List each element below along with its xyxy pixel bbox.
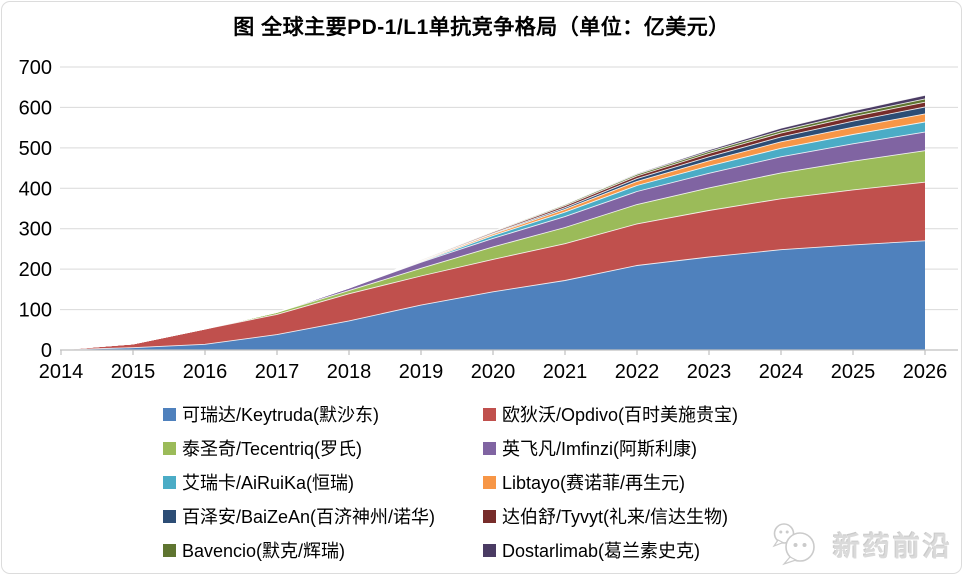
legend-label: Bavencio(默克/辉瑞) — [182, 541, 346, 561]
legend-label: Libtayo(赛诺菲/再生元) — [502, 473, 686, 493]
svg-text:100: 100 — [19, 300, 52, 322]
y-axis-labels: 0 100 200 300 400 500 600 700 — [19, 57, 52, 362]
legend-label: 可瑞达/Keytruda(默沙东) — [182, 405, 380, 425]
band-3 — [61, 132, 925, 350]
svg-text:2019: 2019 — [399, 361, 444, 383]
legend-swatch — [483, 407, 496, 421]
svg-text:2014: 2014 — [39, 361, 84, 383]
legend-item-3: 英飞凡/Imfinzi(阿斯利康) — [483, 435, 823, 461]
legend-label: 达伯舒/Tyvyt(礼来/信达生物) — [502, 507, 728, 527]
band-0 — [61, 240, 925, 350]
wechat-bubbles-icon — [772, 523, 815, 566]
x-axis-ticks — [60, 350, 926, 355]
band-1 — [61, 182, 925, 350]
legend-label: 泰圣奇/Tecentriq(罗氏) — [182, 439, 363, 459]
svg-text:2025: 2025 — [831, 361, 876, 383]
svg-text:300: 300 — [19, 219, 52, 241]
legend-item-0: 可瑞达/Keytruda(默沙东) — [163, 401, 483, 427]
svg-text:2018: 2018 — [327, 361, 372, 383]
legend-swatch — [163, 407, 176, 421]
band-separators — [60, 94, 926, 351]
legend-label: 欧狄沃/Opdivo(百时美施贵宝) — [502, 405, 739, 425]
legend-item-7: 达伯舒/Tyvyt(礼来/信达生物) — [483, 503, 823, 529]
legend-label: 百泽安/BaiZeAn(百济神州/诺华) — [182, 507, 436, 527]
legend: 可瑞达/Keytruda(默沙东) 欧狄沃/Opdivo(百时美施贵宝) 泰圣奇/T… — [163, 397, 823, 567]
svg-text:600: 600 — [19, 97, 52, 119]
svg-text:2016: 2016 — [183, 361, 228, 383]
svg-text:2026: 2026 — [903, 361, 948, 383]
legend-item-8: Bavencio(默克/辉瑞) — [163, 537, 483, 563]
band-2 — [61, 150, 925, 350]
legend-label: Dostarlimab(葛兰素史克) — [502, 541, 701, 561]
legend-item-4: 艾瑞卡/AiRuiKa(恒瑞) — [163, 469, 483, 495]
legend-item-1: 欧狄沃/Opdivo(百时美施贵宝) — [483, 401, 823, 427]
legend-swatch — [483, 509, 496, 523]
legend-swatch — [163, 475, 176, 489]
svg-text:2021: 2021 — [543, 361, 588, 383]
legend-swatch — [483, 475, 496, 489]
legend-item-2: 泰圣奇/Tecentriq(罗氏) — [163, 435, 483, 461]
legend-swatch — [163, 543, 176, 557]
svg-text:2020: 2020 — [471, 361, 516, 383]
svg-text:2015: 2015 — [111, 361, 156, 383]
legend-item-5: Libtayo(赛诺菲/再生元) — [483, 469, 823, 495]
svg-text:700: 700 — [19, 57, 52, 79]
legend-swatch — [483, 543, 496, 557]
legend-item-9: Dostarlimab(葛兰素史克) — [483, 537, 823, 563]
svg-text:2022: 2022 — [615, 361, 660, 383]
watermark: 新药前沿 — [769, 521, 953, 567]
svg-text:2024: 2024 — [759, 361, 804, 383]
svg-text:2017: 2017 — [255, 361, 300, 383]
svg-text:2023: 2023 — [687, 361, 732, 383]
legend-label: 英飞凡/Imfinzi(阿斯利康) — [502, 439, 697, 459]
x-axis-labels: 2014 2015 2016 2017 2018 2019 2020 2021 2022 2023… — [39, 361, 948, 383]
legend-swatch — [163, 441, 176, 455]
legend-swatch — [163, 509, 176, 523]
legend-swatch — [483, 441, 496, 455]
svg-text:0: 0 — [41, 340, 52, 362]
legend-item-6: 百泽安/BaiZeAn(百济神州/诺华) — [163, 503, 483, 529]
svg-text:500: 500 — [19, 138, 52, 160]
chart-title: 图 全球主要PD-1/L1单抗竞争格局（单位：亿美元） — [233, 16, 730, 39]
svg-text:400: 400 — [19, 178, 52, 200]
svg-text:200: 200 — [19, 259, 52, 281]
watermark-text: 新药前沿 — [833, 531, 953, 562]
legend-label: 艾瑞卡/AiRuiKa(恒瑞) — [182, 473, 355, 493]
